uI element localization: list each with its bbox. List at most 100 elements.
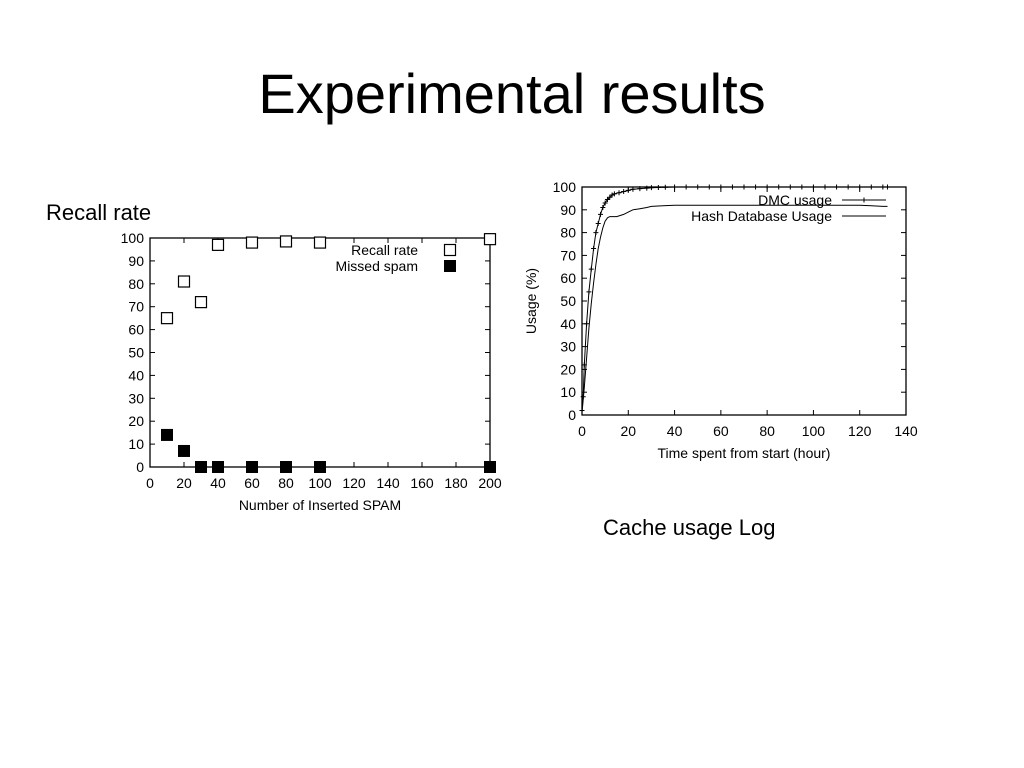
recall-series-2-point	[314, 461, 326, 473]
recall-x-tick-label: 80	[278, 475, 294, 491]
cache-legend-label: Hash Database Usage	[691, 208, 832, 224]
cache-series-1-point	[655, 184, 661, 190]
cache-series-1-point	[729, 184, 735, 190]
cache-y-tick-label: 80	[560, 225, 576, 241]
cache-x-tick-label: 60	[713, 423, 729, 439]
cache-series-1-point	[648, 185, 654, 191]
cache-series-1-point	[600, 205, 606, 211]
cache-series-1-point	[764, 184, 770, 190]
recall-x-tick-label: 40	[210, 475, 226, 491]
recall-legend-marker	[443, 243, 457, 257]
cache-series-1-point	[595, 220, 601, 226]
recall-series-1-point	[313, 236, 327, 249]
cache-series-1-point	[810, 184, 816, 190]
cache-chart-caption: Cache usage Log	[603, 515, 776, 540]
recall-plot-frame	[149, 237, 491, 468]
recall-legend-label: Missed spam	[336, 258, 418, 274]
cache-series-1-point	[630, 186, 636, 192]
cache-x-axis-title: Time spent from start (hour)	[658, 445, 831, 461]
recall-y-tick-label: 10	[128, 436, 144, 452]
recall-x-tick-label: 20	[176, 475, 192, 491]
recall-x-tick-label: 140	[376, 475, 400, 491]
recall-series-1-point	[483, 233, 497, 246]
cache-series-1-point	[776, 184, 782, 190]
cache-series-1-point	[611, 191, 617, 197]
cache-series-1-point	[834, 184, 840, 190]
cache-series-1-point	[884, 184, 890, 190]
cache-series-1-point	[588, 266, 594, 272]
recall-x-axis-title: Number of Inserted SPAM	[239, 497, 401, 513]
cache-legend-label: DMC usage	[758, 192, 832, 208]
cache-series-1-point	[718, 184, 724, 190]
cache-series-1-point	[609, 192, 615, 198]
cache-y-tick-label: 90	[560, 202, 576, 218]
cache-y-axis-title: Usage (%)	[523, 268, 539, 334]
cache-series-1-point	[616, 190, 622, 196]
recall-y-tick-label: 90	[128, 253, 144, 269]
recall-x-tick-label: 120	[342, 475, 366, 491]
cache-series-1-point	[868, 184, 874, 190]
cache-x-tick-label: 140	[894, 423, 918, 439]
cache-series-1-point	[604, 197, 610, 203]
cache-series-1-point	[845, 184, 851, 190]
cache-usage-chart: 0 10 20 30 40 50 60 70 80 90 100 0 20 40 60 80 100 120 140…	[523, 179, 918, 461]
cache-series-1-point	[621, 189, 627, 195]
recall-series-2-point	[212, 461, 224, 473]
cache-series-1-point	[753, 184, 759, 190]
cache-series-1-point	[787, 184, 793, 190]
recall-series-2-point	[195, 461, 207, 473]
recall-series-2-point	[178, 444, 190, 457]
cache-series-1-point	[602, 200, 608, 206]
cache-x-tick-label: 100	[802, 423, 826, 439]
cache-series-1-point	[637, 186, 643, 192]
recall-y-tick-label: 20	[128, 413, 144, 429]
cache-y-tick-label: 0	[568, 407, 576, 423]
cache-series-1-point	[607, 194, 613, 200]
recall-legend-label: Recall rate	[351, 242, 418, 258]
cache-series-1-point	[741, 184, 747, 190]
recall-y-tick-label: 80	[128, 276, 144, 292]
cache-series-1-point	[857, 184, 863, 190]
recall-series-1-point	[211, 238, 225, 251]
recall-y-tick-label: 70	[128, 299, 144, 315]
cache-y-tick-label: 40	[560, 316, 576, 332]
recall-legend-marker	[444, 260, 456, 272]
recall-series-2-point	[161, 428, 173, 441]
cache-x-tick-label: 120	[848, 423, 872, 439]
cache-y-tick-label: 10	[560, 384, 576, 400]
recall-y-tick-label: 60	[128, 322, 144, 338]
cache-y-tick-label: 20	[560, 361, 576, 377]
recall-y-tick-label: 50	[128, 345, 144, 361]
recall-y-tick-label: 0	[136, 459, 144, 475]
recall-series-2-point	[246, 461, 258, 473]
recall-y-tick-label: 100	[121, 230, 145, 246]
recall-series-2-point	[280, 461, 292, 473]
recall-x-tick-label: 200	[478, 475, 502, 491]
cache-y-tick-label: 70	[560, 247, 576, 263]
recall-series-1-point	[279, 235, 293, 248]
slide-title: Experimental results	[258, 62, 766, 125]
recall-series-1-point	[245, 236, 259, 249]
cache-legend-marker	[861, 197, 867, 203]
cache-series-1-point	[662, 184, 668, 190]
recall-x-tick-label: 180	[444, 475, 468, 491]
recall-series-1-point	[177, 275, 191, 288]
cache-series-2-line	[581, 204, 888, 413]
recall-x-tick-label: 160	[410, 475, 434, 491]
cache-series-1-point	[672, 184, 678, 190]
cache-x-tick-label: 0	[578, 423, 586, 439]
cache-series-1-point	[598, 211, 604, 217]
recall-y-tick-label: 40	[128, 367, 144, 383]
cache-y-tick-label: 30	[560, 339, 576, 355]
cache-series-1-point	[584, 321, 590, 327]
recall-chart: 0 10 20 30 40 50 60 70 80 90 100 0 20 40 60 80 100 120 140…	[121, 230, 502, 513]
recall-x-tick-label: 0	[146, 475, 154, 491]
cache-series-1-point	[683, 184, 689, 190]
cache-series-1-point	[586, 289, 592, 295]
cache-series-1-point	[695, 184, 701, 190]
cache-x-tick-label: 20	[620, 423, 636, 439]
recall-chart-caption: Recall rate	[46, 200, 152, 225]
recall-series-1-point	[160, 312, 174, 325]
cache-series-1-point	[799, 184, 805, 190]
cache-x-tick-label: 40	[667, 423, 683, 439]
